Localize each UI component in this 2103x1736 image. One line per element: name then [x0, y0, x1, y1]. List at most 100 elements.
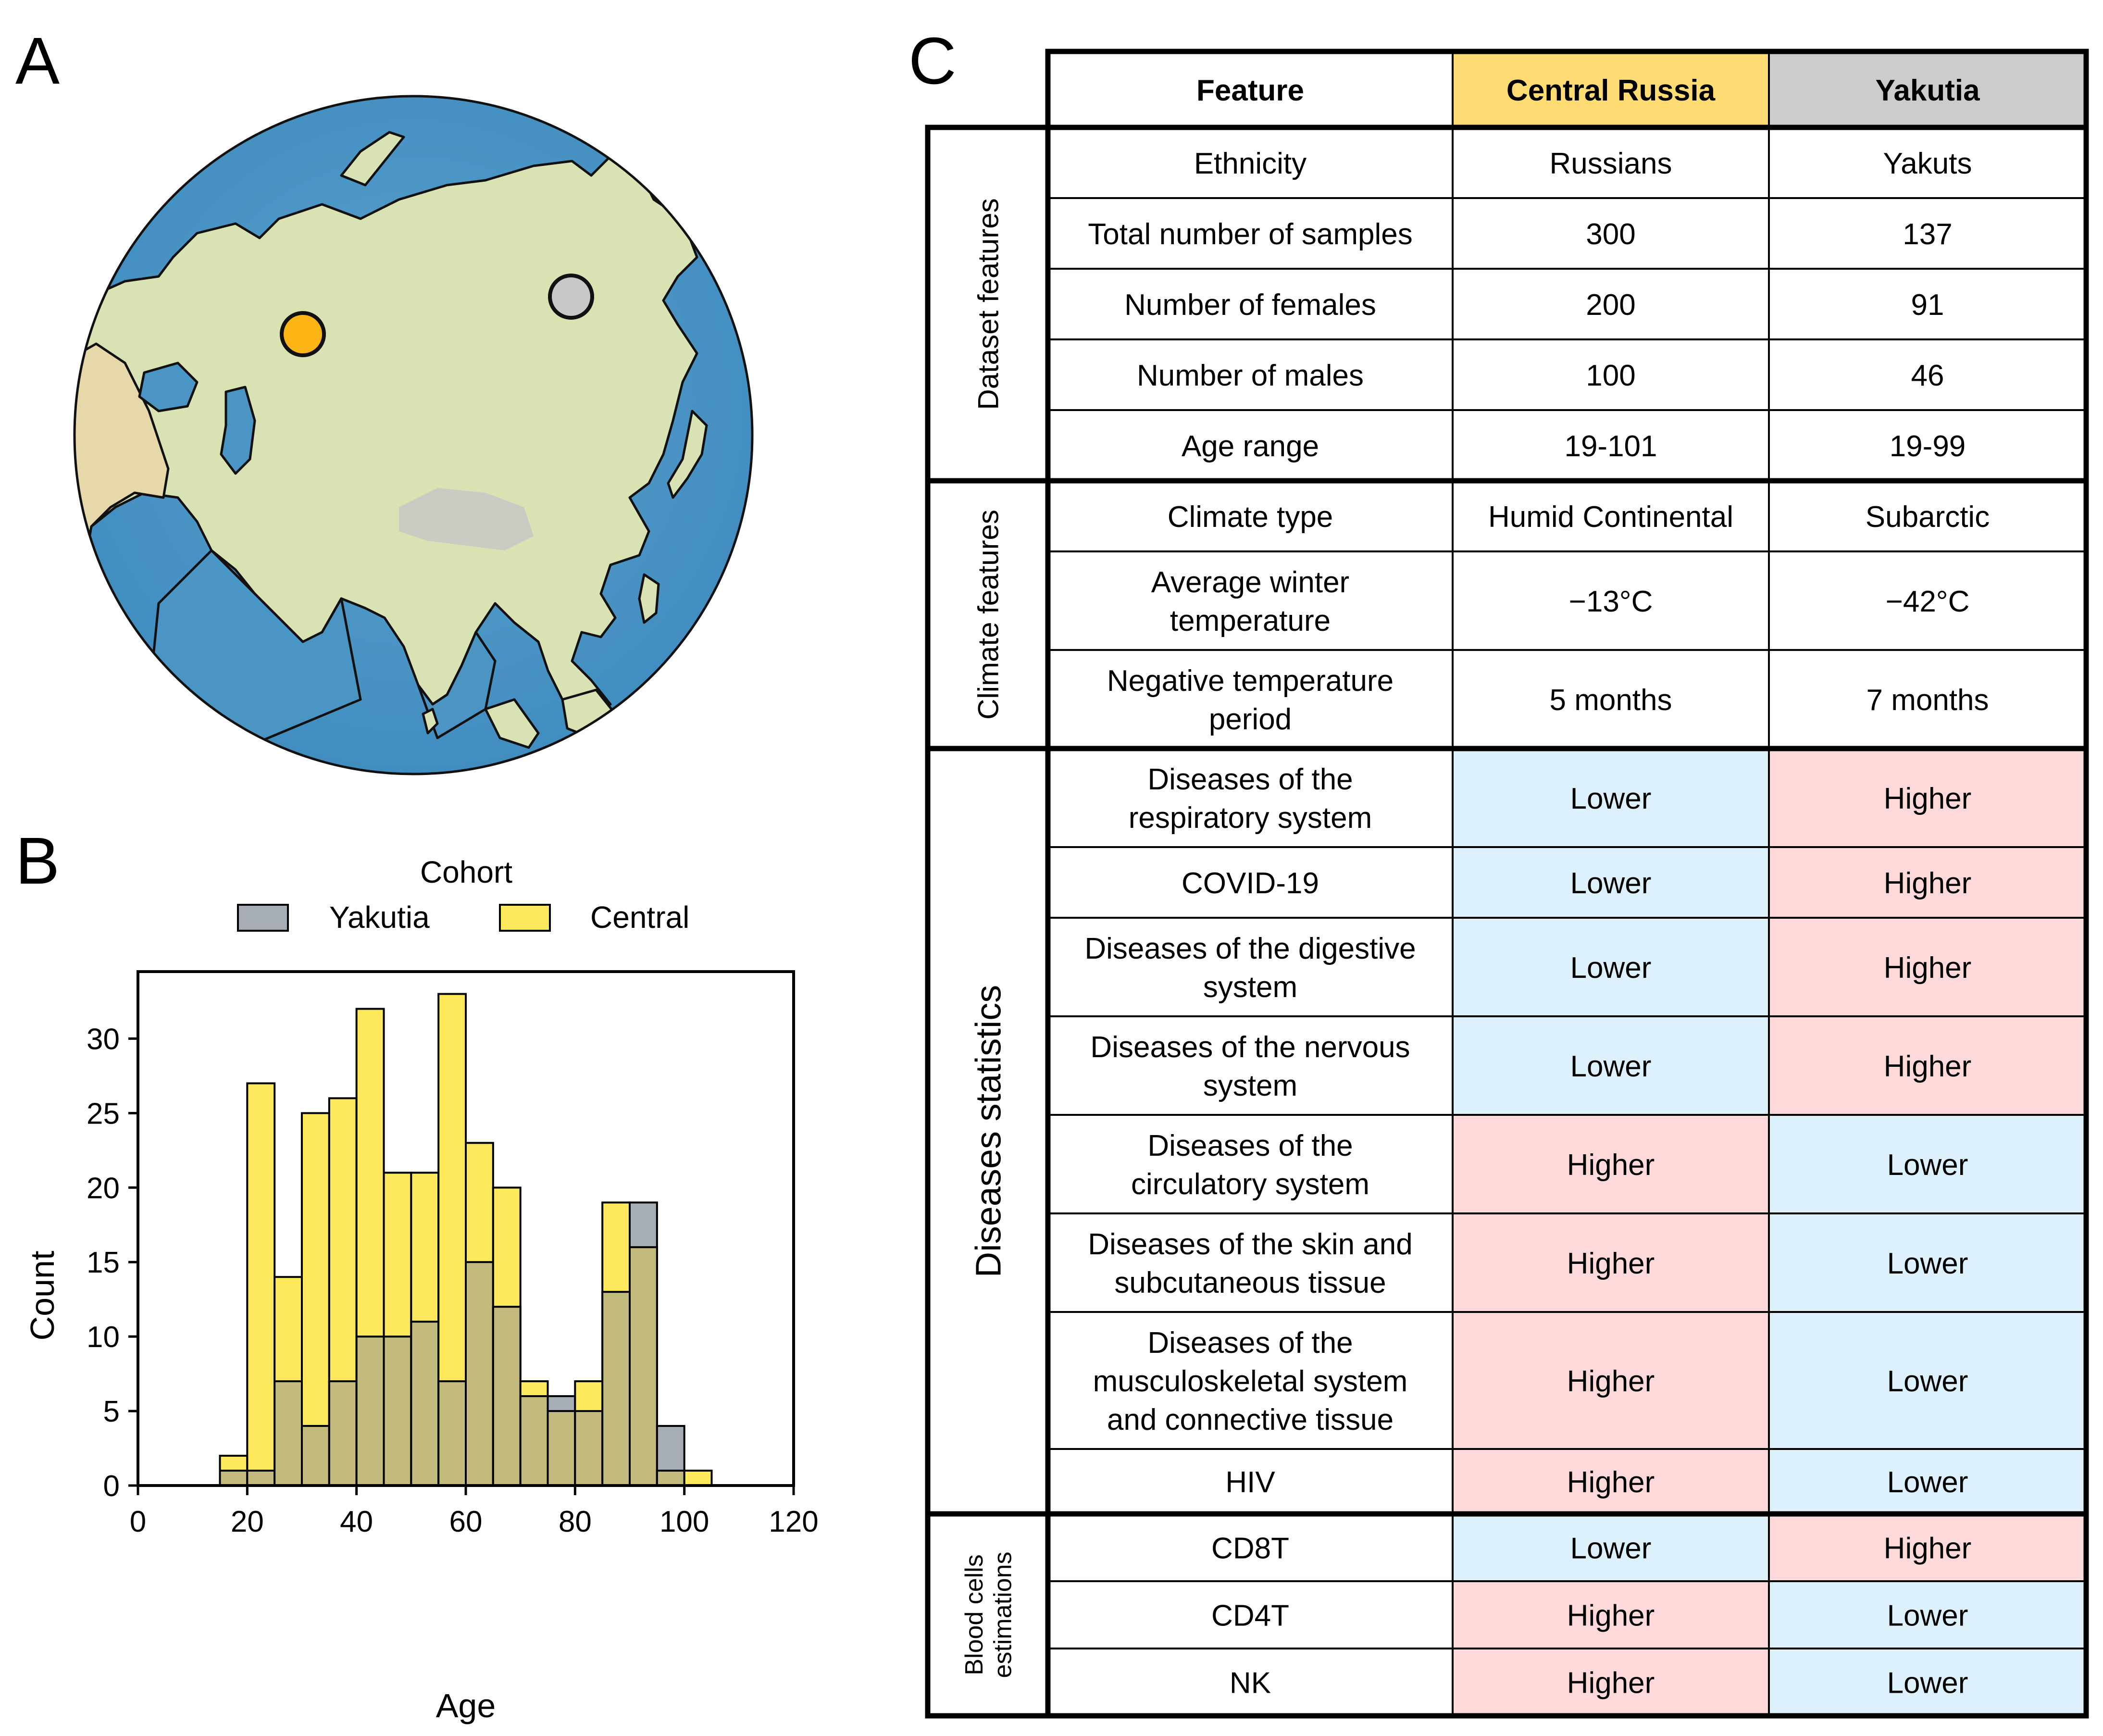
- status-cell-bg: [1769, 1016, 2086, 1115]
- histogram-bar-overlap: [410, 1321, 440, 1486]
- histogram-bar-overlap: [219, 1470, 249, 1487]
- yakutia-value: 137: [1903, 218, 1952, 251]
- central-russia-value: Higher: [1567, 1247, 1655, 1280]
- sea-black: [138, 362, 199, 412]
- yakutia-value: Lower: [1887, 1466, 1968, 1499]
- histogram-bars: [219, 993, 713, 1487]
- histogram-bar-overlap: [629, 1246, 658, 1486]
- legend-title: Cohort: [420, 855, 512, 889]
- feature-cell: Diseases of the respiratory system: [1129, 763, 1372, 835]
- legend-swatch-central: [499, 904, 551, 932]
- marker-central-russia: [280, 311, 326, 357]
- legend-label-central: Central: [590, 900, 689, 935]
- header-feature: Feature: [1196, 74, 1304, 107]
- header-yakutia: Yakutia: [1875, 74, 1980, 107]
- central-russia-value: Lower: [1570, 1050, 1652, 1083]
- status-cell-bg: [1769, 1213, 2086, 1312]
- header-cell-central-russia: [1453, 51, 1769, 127]
- legend-swatch-yakutia: [237, 904, 289, 932]
- globe-outline: [73, 95, 754, 775]
- feature-cell: HIV: [1225, 1466, 1275, 1499]
- status-cell-bg: [1769, 749, 2086, 847]
- feature-cell: Diseases of the musculoskeletal system and…: [1093, 1326, 1408, 1436]
- landmass-philippines: [638, 573, 660, 624]
- feature-cell: Diseases of the nervous system: [1090, 1031, 1410, 1102]
- status-cell-bg: [1453, 1115, 1769, 1213]
- histogram-bar-overlap: [355, 1336, 385, 1486]
- y-axis-ticks: 0 5 10 15 20 25 30: [87, 1023, 138, 1503]
- feature-cell: Diseases of the digestive system: [1084, 932, 1416, 1004]
- landmass-sri-lanka: [422, 708, 439, 735]
- y-axis-label: Count: [24, 1251, 61, 1341]
- marker-yakutia: [548, 274, 594, 320]
- feature-cell: Total number of samples: [1088, 218, 1412, 251]
- central-russia-value: Lower: [1570, 1532, 1652, 1565]
- central-russia-value: −13°C: [1569, 585, 1653, 618]
- status-cell-bg: [1453, 847, 1769, 918]
- histogram-bar-overlap: [301, 1425, 330, 1487]
- yakutia-value: Higher: [1884, 951, 1972, 985]
- legend-label-yakutia: Yakutia: [329, 900, 430, 935]
- feature-cell: Climate type: [1168, 500, 1333, 534]
- central-russia-value: Higher: [1567, 1666, 1655, 1699]
- central-russia-value: Humid Continental: [1488, 500, 1733, 534]
- central-russia-value: Lower: [1570, 867, 1652, 900]
- yakutia-value: Lower: [1887, 1365, 1968, 1398]
- yakutia-value: Lower: [1887, 1149, 1968, 1182]
- status-cell-bg: [1453, 918, 1769, 1016]
- group-label: Climate features: [972, 510, 1005, 720]
- x-tick-label: 120: [769, 1505, 818, 1538]
- central-russia-value: Higher: [1567, 1365, 1655, 1398]
- central-russia-value: Russians: [1550, 147, 1672, 180]
- panel-label-c: C: [908, 24, 957, 98]
- y-tick-label: 20: [87, 1172, 120, 1205]
- y-tick-label: 10: [87, 1321, 120, 1354]
- y-tick-label: 15: [87, 1246, 120, 1279]
- status-cell-bg: [1453, 749, 1769, 847]
- histogram-bar: [683, 1470, 713, 1487]
- y-tick-label: 5: [103, 1395, 120, 1428]
- histogram-bar: [246, 1082, 276, 1486]
- central-russia-value: 100: [1586, 359, 1635, 392]
- feature-cell: Negative temperature period: [1107, 664, 1394, 736]
- central-russia-value: Higher: [1567, 1599, 1655, 1632]
- status-cell-bg: [1453, 1016, 1769, 1115]
- sea-bengal: [417, 631, 497, 739]
- status-cell-bg: [1453, 1312, 1769, 1449]
- feature-cell: CD8T: [1211, 1532, 1289, 1565]
- x-tick-label: 80: [559, 1505, 592, 1538]
- landmass-novaya-zemlya: [340, 131, 405, 187]
- x-axis-ticks: 0 20 40 60 80 100 120: [130, 1486, 819, 1538]
- feature-cell: Diseases of the skin and subcutaneous tis…: [1088, 1228, 1413, 1299]
- status-cell-bg: [1769, 1312, 2086, 1449]
- status-cell-bg: [1453, 1649, 1769, 1716]
- yakutia-value: Higher: [1884, 867, 1972, 900]
- status-cell-bg: [1453, 1514, 1769, 1581]
- status-cell-bg: [1453, 1581, 1769, 1649]
- status-cell-bg: [1769, 847, 2086, 918]
- feature-cell: Number of males: [1137, 359, 1364, 392]
- panel-label-b: B: [15, 824, 60, 898]
- feature-cell: CD4T: [1211, 1599, 1289, 1632]
- plot-frame: [137, 970, 795, 1487]
- x-tick-label: 0: [130, 1505, 146, 1538]
- status-cell-bg: [1453, 1213, 1769, 1312]
- status-cell-bg: [1769, 1581, 2086, 1649]
- yakutia-value: 19-99: [1890, 430, 1966, 463]
- yakutia-value: −42°C: [1886, 585, 1970, 618]
- central-russia-value: 5 months: [1549, 684, 1672, 717]
- y-tick-label: 30: [87, 1023, 120, 1056]
- feature-cell: Diseases of the circulatory system: [1131, 1129, 1369, 1201]
- central-russia-value: Lower: [1570, 951, 1652, 985]
- status-cell-bg: [1453, 1449, 1769, 1514]
- group-label: Diseases statistics: [969, 985, 1008, 1278]
- status-cell-bg: [1769, 1514, 2086, 1581]
- age-histogram: Cohort Yakutia Central 0 5 10 15 20 25 30 0 20 4…: [24, 855, 819, 1724]
- sea-caspian: [220, 386, 256, 475]
- yakutia-value: Higher: [1884, 1050, 1972, 1083]
- status-cell-bg: [1769, 1649, 2086, 1716]
- yakutia-value: Lower: [1887, 1247, 1968, 1280]
- yakutia-value: Subarctic: [1866, 500, 1990, 534]
- yakutia-value: 91: [1911, 288, 1944, 322]
- feature-cell: Age range: [1182, 430, 1319, 463]
